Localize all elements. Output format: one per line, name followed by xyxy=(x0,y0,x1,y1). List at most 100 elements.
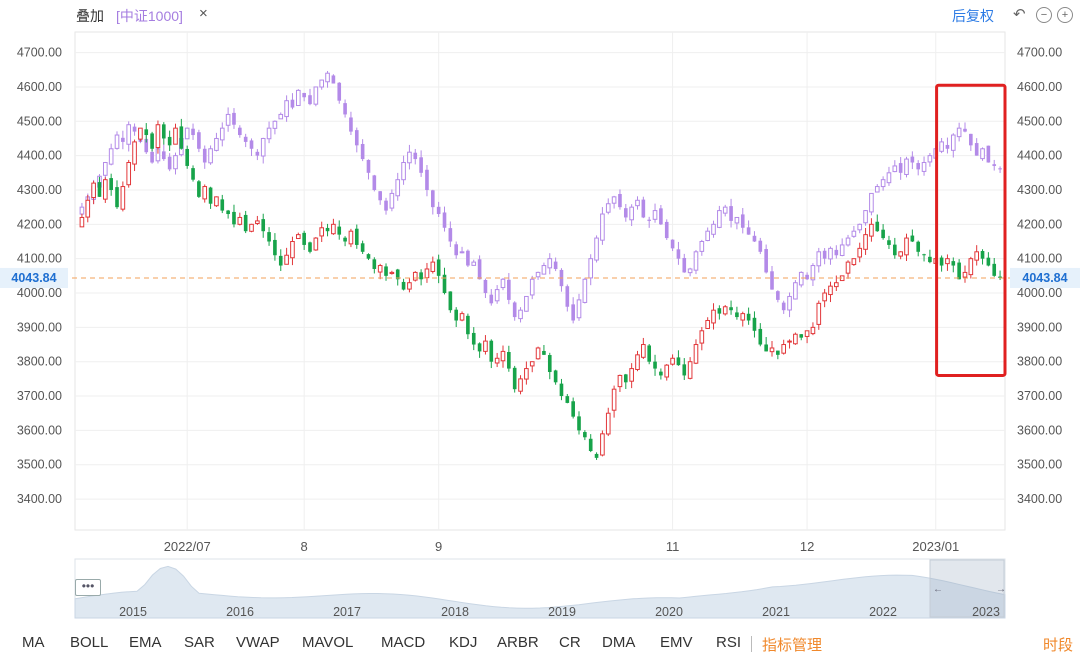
overlay-candle xyxy=(857,223,863,231)
overlay-candle xyxy=(466,250,470,266)
indicator-macd[interactable]: MACD xyxy=(381,634,426,651)
indicator-ema[interactable]: EMA xyxy=(129,634,162,651)
overlay-candle xyxy=(430,190,435,208)
overlay-candle xyxy=(208,148,213,164)
main-candle xyxy=(360,243,365,252)
overlay-candle xyxy=(547,258,553,269)
overlay-series xyxy=(79,70,1002,324)
y-tick-label-left: 4600.00 xyxy=(17,80,62,94)
indicator-rsi[interactable]: RSI xyxy=(716,634,742,651)
undo-icon[interactable]: ↶ xyxy=(1013,6,1026,23)
overlay-candle xyxy=(798,271,804,286)
zoom-in-icon[interactable]: + xyxy=(1057,7,1073,23)
overlay-candle xyxy=(652,210,658,220)
main-candle xyxy=(583,432,587,438)
main-candle xyxy=(85,199,91,218)
indicator-kdj[interactable]: KDJ xyxy=(449,634,478,651)
main-candle xyxy=(635,354,640,371)
main-candle xyxy=(617,374,623,388)
overlay-candle xyxy=(834,249,839,256)
main-candle xyxy=(781,344,787,354)
overlay-candle xyxy=(103,162,108,176)
main-candle xyxy=(512,367,517,390)
overlay-candle xyxy=(986,145,991,163)
indicator-emv[interactable]: EMV xyxy=(660,634,693,651)
main-candle xyxy=(79,216,85,228)
main-candle xyxy=(302,232,306,245)
zoom-out-icon[interactable]: − xyxy=(1036,7,1052,23)
overlay-candle xyxy=(816,251,822,267)
overlay-candle xyxy=(904,158,909,175)
y-tick-label-left: 4500.00 xyxy=(17,114,62,128)
y-tick-label-right: 4600.00 xyxy=(1017,80,1062,94)
overlay-candle xyxy=(202,148,207,163)
close-icon[interactable]: × xyxy=(199,5,208,22)
main-candle xyxy=(729,307,733,311)
indicator-mavol[interactable]: MAVOL xyxy=(302,634,354,651)
main-candle xyxy=(711,309,716,324)
main-candle xyxy=(430,261,436,272)
main-candle xyxy=(740,313,746,321)
indicator-ma[interactable]: MA xyxy=(22,634,45,651)
overlay-candle xyxy=(354,130,359,146)
main-candle xyxy=(851,258,857,266)
y-tick-label-left: 4000.00 xyxy=(17,286,62,300)
indicator-cr[interactable]: CR xyxy=(559,634,581,651)
indicator-separator xyxy=(751,636,752,652)
main-candle xyxy=(904,237,909,256)
indicator-boll[interactable]: BOLL xyxy=(70,634,109,651)
main-candle xyxy=(173,127,178,145)
overlay-candle xyxy=(810,265,816,281)
main-candle xyxy=(115,187,119,208)
main-candle xyxy=(699,330,705,344)
y-tick-label-left: 4100.00 xyxy=(17,252,62,266)
main-candle xyxy=(776,350,780,355)
overlay-candle xyxy=(734,216,740,224)
main-candle xyxy=(676,357,681,366)
overlay-candle xyxy=(173,155,178,170)
range-navigator[interactable]: ← → 2015 2016 2017 2018 2019 2020 2021 2022 2023 xyxy=(74,558,1006,619)
main-candle xyxy=(331,223,336,235)
main-candle xyxy=(787,340,792,343)
adjust-mode-button[interactable]: 后复权 xyxy=(952,8,994,24)
main-candle xyxy=(611,388,617,411)
navigator-year-label: 2020 xyxy=(655,605,683,619)
x-tick-label: 2023/01 xyxy=(912,539,959,554)
navigator-menu-button[interactable]: ••• xyxy=(75,579,101,596)
navigator-area xyxy=(74,565,1006,619)
main-candle xyxy=(535,347,541,360)
overlay-candle xyxy=(740,214,745,228)
indicator-dma[interactable]: DMA xyxy=(602,634,636,651)
main-candle xyxy=(962,271,968,278)
main-candle xyxy=(565,396,570,403)
indicator-sar[interactable]: SAR xyxy=(184,634,215,651)
main-candle xyxy=(793,333,798,345)
overlay-candle xyxy=(746,227,751,235)
overlay-candle xyxy=(243,136,248,142)
indicator-vwap[interactable]: VWAP xyxy=(236,634,280,651)
period-button[interactable]: 时段 xyxy=(1043,637,1074,654)
overlay-candle xyxy=(576,299,582,319)
overlay-candle xyxy=(343,103,347,115)
indicator-manage-button[interactable]: 指标管理 xyxy=(762,637,823,654)
main-candle xyxy=(471,332,476,345)
candlestick-chart[interactable]: 3400.00 3400.00 3500.00 3500.00 3600.00 3600.… xyxy=(0,0,1080,628)
overlay-candle xyxy=(880,179,886,188)
main-candle xyxy=(898,251,903,257)
indicator-arbr[interactable]: ARBR xyxy=(497,634,539,651)
navigator-selection xyxy=(929,559,1005,618)
main-candle xyxy=(875,221,880,232)
overlay-symbol[interactable]: [中证1000] xyxy=(116,8,183,24)
overlay-candle xyxy=(641,199,646,218)
main-candle xyxy=(161,124,166,139)
overlay-candle xyxy=(372,175,377,190)
main-candle xyxy=(202,186,208,200)
main-candle xyxy=(588,438,593,452)
overlay-label: 叠加 xyxy=(76,8,104,24)
axis-labels: 3400.00 3400.00 3500.00 3500.00 3600.00 3600.… xyxy=(17,46,1062,554)
x-tick-label: 8 xyxy=(301,539,308,554)
main-candle xyxy=(150,133,154,149)
main-candle xyxy=(448,291,453,311)
overlay-candle xyxy=(582,278,588,303)
x-tick-label: 9 xyxy=(435,539,442,554)
